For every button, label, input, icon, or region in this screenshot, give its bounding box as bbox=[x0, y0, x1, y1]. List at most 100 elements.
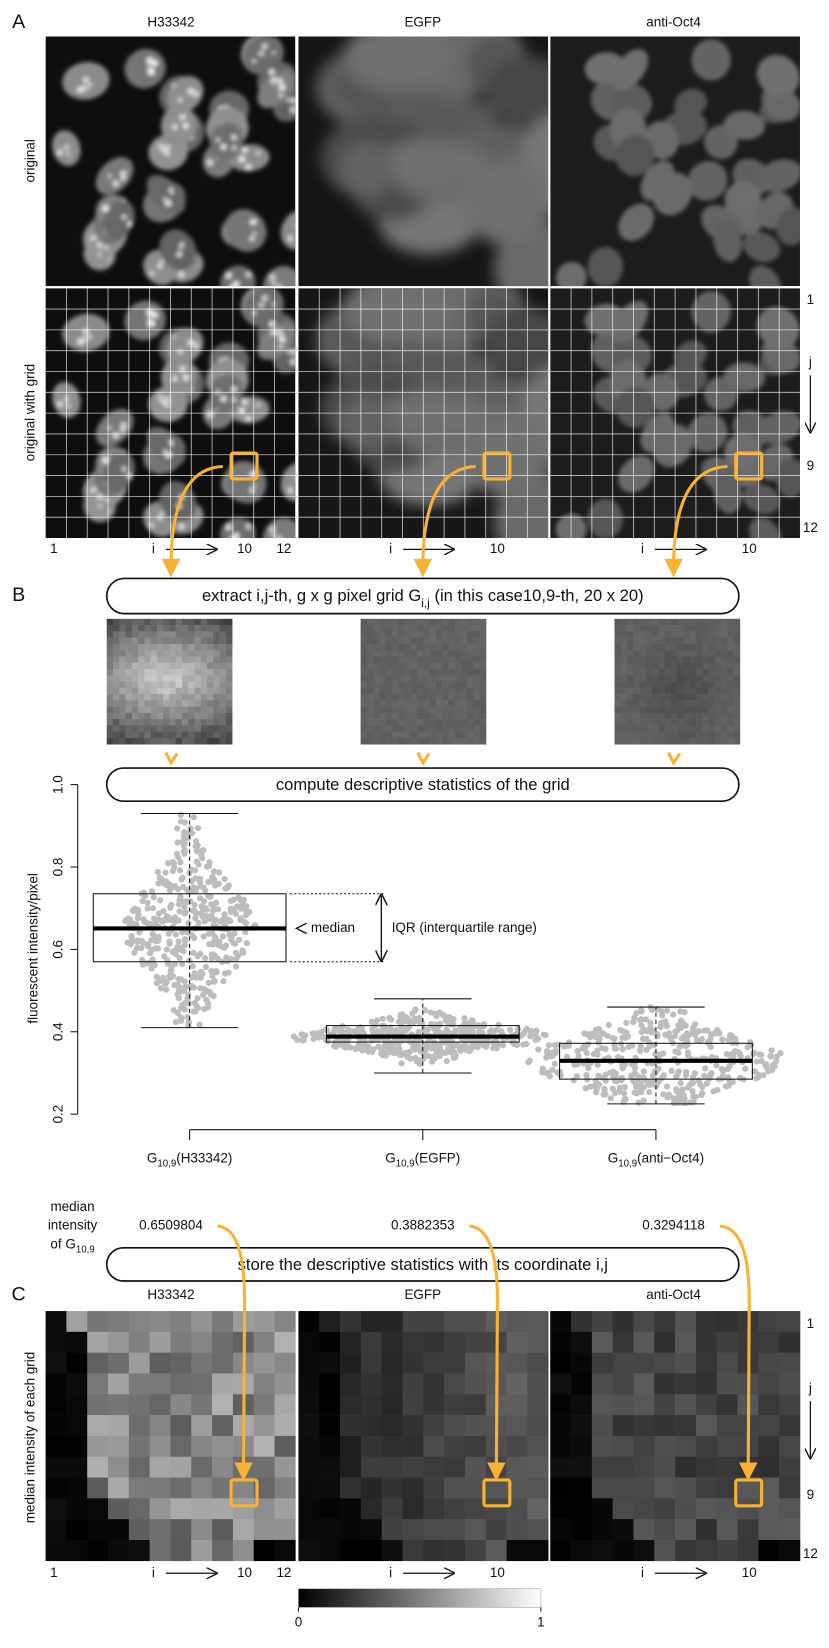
data-point bbox=[683, 1023, 689, 1029]
patch-pixel bbox=[163, 669, 170, 676]
patch-pixel bbox=[195, 694, 202, 701]
patch-pixel bbox=[405, 738, 412, 745]
patch-pixel bbox=[176, 725, 183, 732]
data-point bbox=[155, 880, 161, 886]
patch-pixel bbox=[442, 669, 449, 676]
heatmap-cell bbox=[46, 1519, 67, 1540]
patch-pixel bbox=[132, 650, 139, 657]
patch-pixel bbox=[398, 694, 405, 701]
data-point bbox=[444, 1058, 450, 1064]
patch-pixel bbox=[361, 631, 368, 638]
patch-pixel bbox=[379, 663, 386, 670]
speckle bbox=[178, 272, 184, 278]
data-point bbox=[469, 1038, 475, 1044]
patch-pixel bbox=[640, 707, 647, 714]
patch-pixel bbox=[448, 694, 455, 701]
patch-pixel bbox=[430, 663, 437, 670]
data-point bbox=[543, 1054, 549, 1060]
heatmap-cell bbox=[361, 1498, 382, 1519]
patch-pixel bbox=[480, 631, 487, 638]
patch-pixel bbox=[176, 694, 183, 701]
patch-pixel bbox=[169, 682, 176, 689]
heatmap-cell bbox=[402, 1394, 423, 1415]
patch-pixel bbox=[182, 694, 189, 701]
patch-pixel bbox=[157, 619, 164, 626]
patch-pixel bbox=[473, 656, 480, 663]
patch-pixel bbox=[392, 700, 399, 707]
patch-pixel bbox=[144, 694, 151, 701]
data-point bbox=[398, 1014, 404, 1020]
patch-pixel bbox=[182, 713, 189, 720]
patch-pixel bbox=[107, 707, 114, 714]
heatmap-cell bbox=[361, 1457, 382, 1478]
heatmap-cell bbox=[212, 1436, 233, 1457]
patch-pixel bbox=[182, 700, 189, 707]
patch-pixel bbox=[119, 700, 126, 707]
patch-pixel bbox=[430, 688, 437, 695]
patch-pixel bbox=[361, 656, 368, 663]
patch-pixel bbox=[677, 669, 684, 676]
patch-pixel bbox=[721, 644, 728, 651]
patch-pixel bbox=[442, 713, 449, 720]
patch-pixel bbox=[107, 625, 114, 632]
patch-pixel bbox=[461, 688, 468, 695]
patch-pixel bbox=[646, 713, 653, 720]
data-point bbox=[645, 1027, 651, 1033]
data-point bbox=[222, 876, 228, 882]
patch-pixel bbox=[405, 732, 412, 739]
data-point bbox=[755, 1074, 761, 1080]
patch-pixel bbox=[473, 663, 480, 670]
patch-pixel bbox=[405, 638, 412, 645]
patch-pixel bbox=[677, 656, 684, 663]
data-point bbox=[719, 1075, 725, 1081]
heatmap-cell bbox=[758, 1353, 779, 1374]
patch-pixel bbox=[473, 631, 480, 638]
patch-pixel bbox=[361, 707, 368, 714]
patch-pixel bbox=[405, 656, 412, 663]
subscript: 10,9 bbox=[396, 1159, 415, 1170]
patch-pixel bbox=[709, 656, 716, 663]
patch-pixel bbox=[207, 682, 214, 689]
patch-pixel bbox=[727, 656, 734, 663]
speckle bbox=[207, 159, 212, 164]
speckle bbox=[226, 524, 232, 530]
cell bbox=[462, 158, 549, 244]
patch-pixel bbox=[702, 700, 709, 707]
patch-pixel bbox=[652, 738, 659, 745]
patch-pixel bbox=[633, 707, 640, 714]
patch-pixel bbox=[690, 625, 697, 632]
patch-pixel bbox=[220, 675, 227, 682]
heatmap-cell bbox=[254, 1353, 275, 1374]
patch-pixel bbox=[132, 669, 139, 676]
patch-pixel bbox=[386, 700, 393, 707]
data-point bbox=[412, 1007, 418, 1013]
patch-pixel bbox=[220, 700, 227, 707]
patch-pixel bbox=[107, 644, 114, 651]
heatmap-cell bbox=[675, 1436, 696, 1457]
patch-pixel bbox=[640, 725, 647, 732]
patch-pixel bbox=[157, 707, 164, 714]
heatmap-cell bbox=[779, 1457, 800, 1478]
patch-pixel bbox=[734, 644, 741, 651]
data-point bbox=[406, 1024, 412, 1030]
patch-pixel bbox=[658, 688, 665, 695]
median-label: of G10,9 bbox=[50, 1236, 94, 1256]
patch-pixel bbox=[220, 625, 227, 632]
patch-pixel bbox=[448, 738, 455, 745]
speckle bbox=[253, 231, 256, 234]
heatmap-cell bbox=[486, 1540, 507, 1561]
patch-pixel bbox=[213, 725, 220, 732]
patch-pixel bbox=[734, 619, 741, 626]
heatmap-cell bbox=[319, 1519, 340, 1540]
data-point bbox=[225, 916, 231, 922]
speckle bbox=[127, 222, 132, 227]
data-point bbox=[380, 1016, 386, 1022]
data-point bbox=[150, 931, 156, 937]
patch-pixel bbox=[734, 694, 741, 701]
heatmap-cell bbox=[444, 1519, 465, 1540]
patch-pixel bbox=[398, 738, 405, 745]
patch-pixel bbox=[448, 650, 455, 657]
heatmap-cell bbox=[150, 1519, 171, 1540]
speckle bbox=[262, 295, 268, 301]
patch-pixel bbox=[386, 707, 393, 714]
